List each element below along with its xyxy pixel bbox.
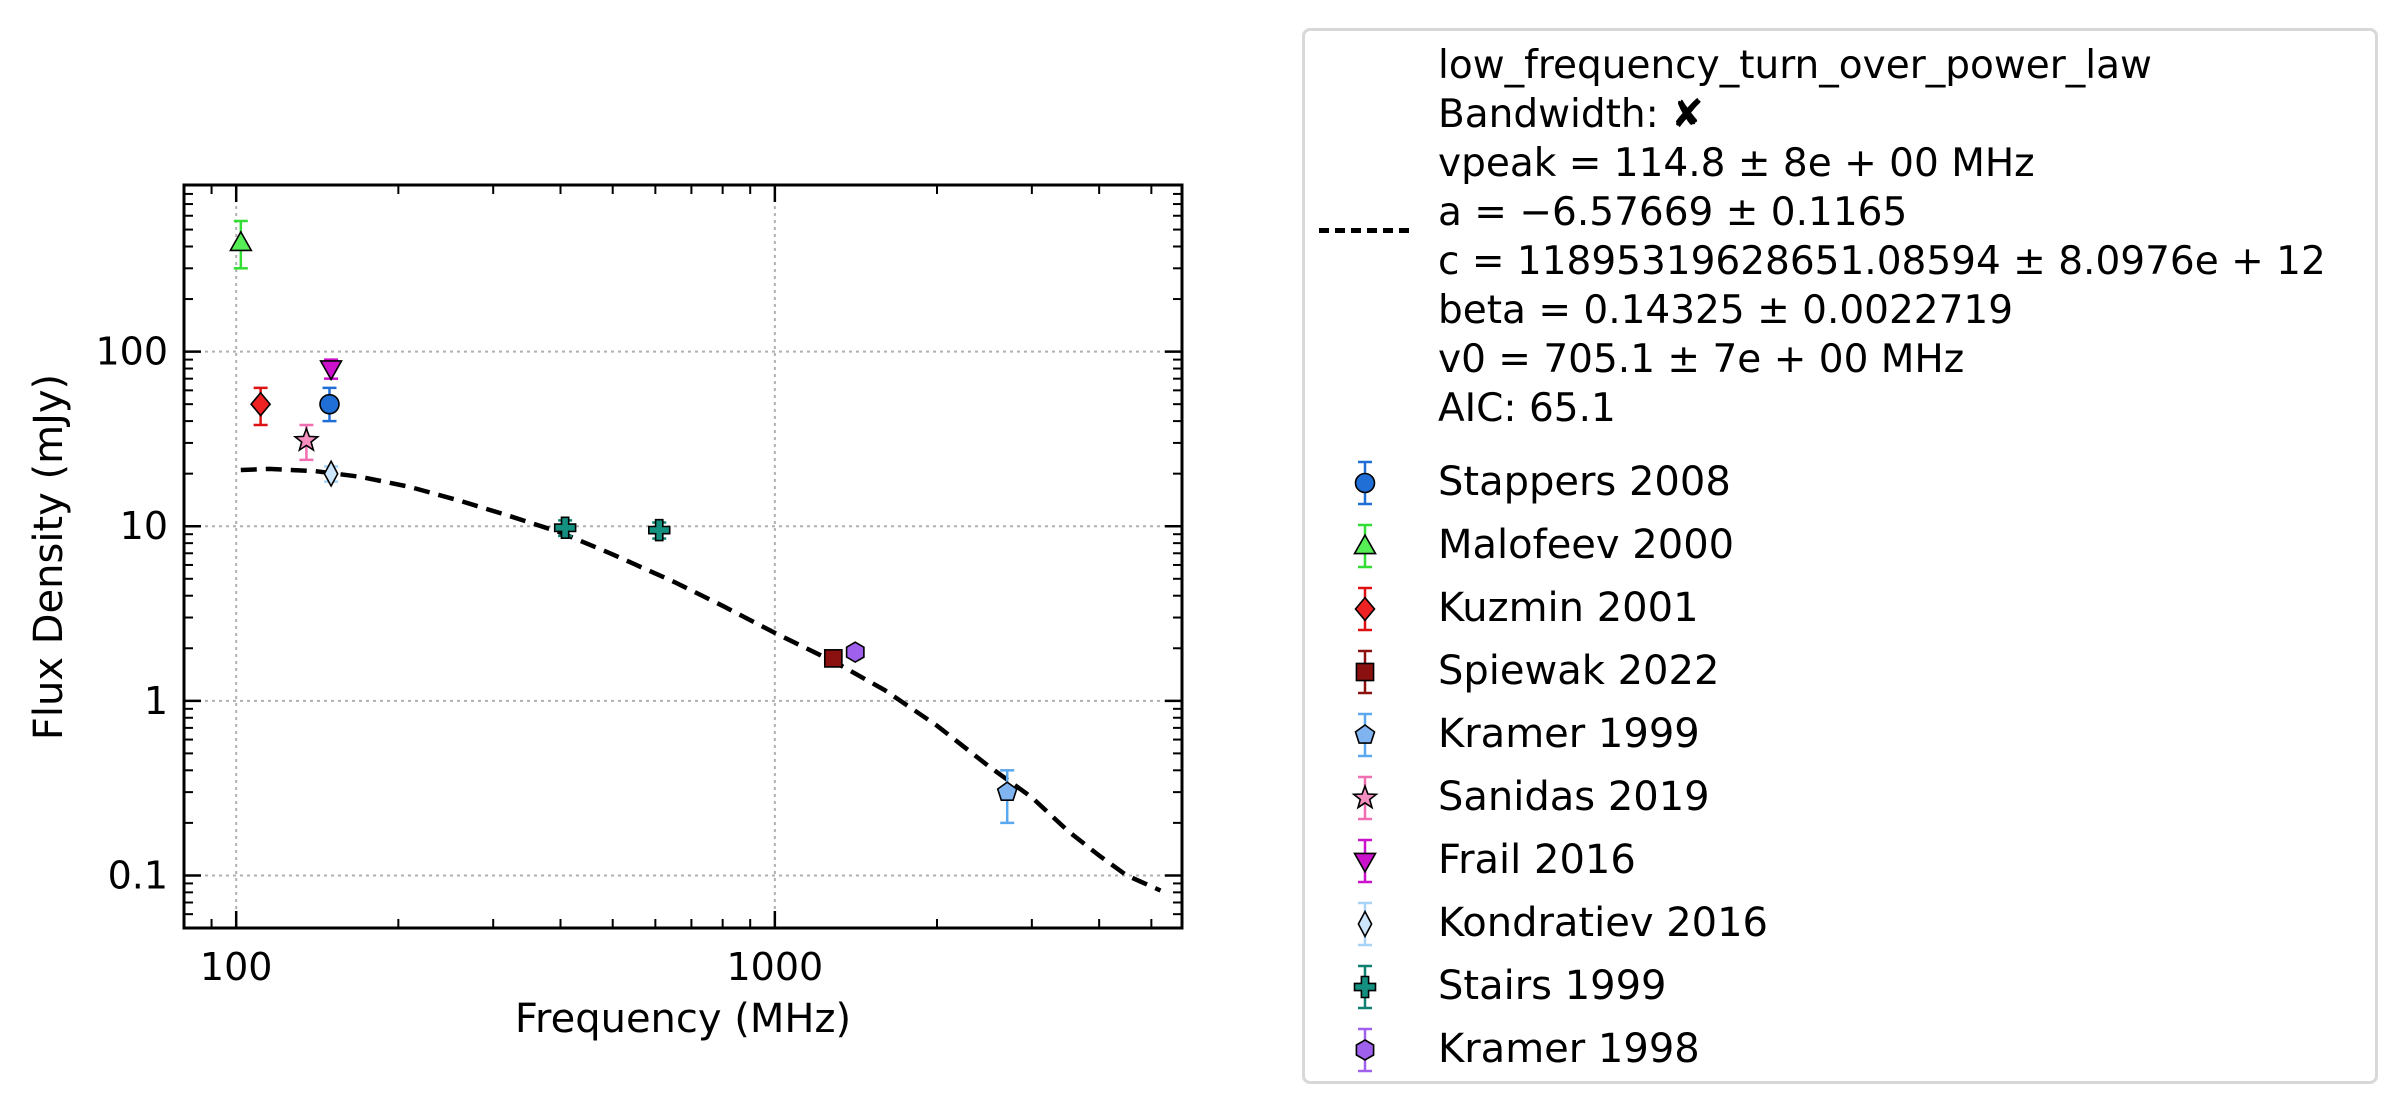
plot-frame [182, 183, 1184, 930]
fit-curve [240, 466, 1162, 893]
legend-marker [1353, 964, 1377, 1010]
data-point [292, 426, 320, 452]
legend-marker-shape [1353, 975, 1377, 999]
fit-beta: beta = 0.14325 ± 0.0022719 [1438, 288, 2014, 333]
fit-aic: AIC: 65.1 [1438, 386, 1616, 431]
data-points-layer [229, 219, 1018, 825]
legend-entry: Sanidas 2019 [1305, 766, 2375, 829]
legend-label: Frail 2016 [1438, 837, 1636, 883]
legend-marker-shape [1353, 852, 1377, 874]
data-point [319, 393, 340, 415]
legend-entry: Kuzmin 2001 [1305, 577, 2375, 640]
fit-curve-layer [240, 466, 1162, 893]
fit-c: c = 11895319628651.08594 ± 8.0976e + 12 [1438, 239, 2326, 284]
legend-marker [1354, 712, 1376, 758]
data-point [823, 649, 843, 668]
fit-v0: v0 = 705.1 ± 7e + 00 MHz [1438, 337, 1965, 382]
legend-entry: Malofeev 2000 [1305, 514, 2375, 577]
legend-entry: Frail 2016 [1305, 829, 2375, 892]
data-point [319, 360, 343, 382]
x-axis-label: Frequency (MHz) [515, 996, 851, 1042]
legend-label: Kondratiev 2016 [1438, 900, 1768, 946]
legend-marker-shape [1354, 596, 1376, 622]
grid-lines [184, 185, 1182, 928]
legend-entry: Spiewak 2022 [1305, 640, 2375, 703]
y-axis-label: Flux Density (mJy) [26, 374, 72, 740]
y-tick-label: 10 [120, 504, 168, 548]
data-point [553, 516, 577, 540]
legend-label: Kramer 1998 [1438, 1026, 1700, 1072]
fit-parameters: low_frequency_turn_over_power_law Bandwi… [1438, 41, 2326, 433]
fit-model-name: low_frequency_turn_over_power_law [1438, 43, 2152, 88]
data-point [845, 641, 865, 664]
legend-marker [1355, 649, 1375, 695]
legend-label: Stairs 1999 [1438, 963, 1667, 1009]
legend-entries: Stappers 2008 Malofeev 2000 Kuzmin 2001 Spi… [1305, 451, 2375, 1081]
legend-marker [1353, 523, 1377, 569]
legend-marker [1354, 460, 1376, 506]
legend-label: Sanidas 2019 [1438, 774, 1710, 820]
legend-entry: Stappers 2008 [1305, 451, 2375, 514]
legend-marker-shape [1353, 533, 1377, 555]
legend-label: Stappers 2008 [1438, 459, 1731, 505]
legend-entry: Kramer 1999 [1305, 703, 2375, 766]
legend-label: Spiewak 2022 [1438, 648, 1720, 694]
x-tick-label: 1000 [726, 945, 823, 989]
legend-entry: Stairs 1999 [1305, 955, 2375, 1018]
legend-marker [1353, 838, 1377, 884]
data-point [323, 459, 339, 488]
legend-label: Kuzmin 2001 [1438, 585, 1699, 631]
axis-ticks: 100 1000 0.1 1 10 100 [95, 185, 1182, 989]
legend-marker-shape [1357, 909, 1373, 939]
data-point [996, 781, 1018, 802]
legend-marker-shape [1351, 783, 1379, 810]
data-point [647, 518, 671, 542]
y-tick-label: 0.1 [108, 853, 168, 897]
fit-line-swatch [1319, 228, 1409, 233]
legend-entry: Kramer 1998 [1305, 1018, 2375, 1081]
x-tick-label: 100 [200, 945, 273, 989]
data-point [229, 230, 253, 252]
legend-marker-shape [1354, 472, 1376, 494]
legend-marker [1355, 1027, 1375, 1073]
y-tick-label: 100 [95, 330, 168, 374]
legend-marker [1357, 901, 1373, 947]
legend-label: Malofeev 2000 [1438, 522, 1735, 568]
legend-label: Kramer 1999 [1438, 711, 1700, 757]
data-point [250, 391, 272, 417]
fit-bandwidth: Bandwidth: ✘ [1438, 92, 1704, 137]
legend-entry: Kondratiev 2016 [1305, 892, 2375, 955]
legend-marker-shape [1355, 1039, 1375, 1061]
fit-a: a = −6.57669 ± 0.1165 [1438, 190, 1908, 235]
legend: low_frequency_turn_over_power_law Bandwi… [1302, 28, 2378, 1084]
legend-marker [1354, 586, 1376, 632]
y-tick-label: 1 [144, 679, 168, 723]
fit-vpeak: vpeak = 114.8 ± 8e + 00 MHz [1438, 141, 2035, 186]
legend-marker-shape [1354, 724, 1376, 744]
flux-density-chart: 100 1000 0.1 1 10 100 Frequency (MHz) Flux De… [26, 183, 1184, 1042]
legend-marker-shape [1355, 662, 1375, 682]
legend-marker [1351, 775, 1379, 821]
